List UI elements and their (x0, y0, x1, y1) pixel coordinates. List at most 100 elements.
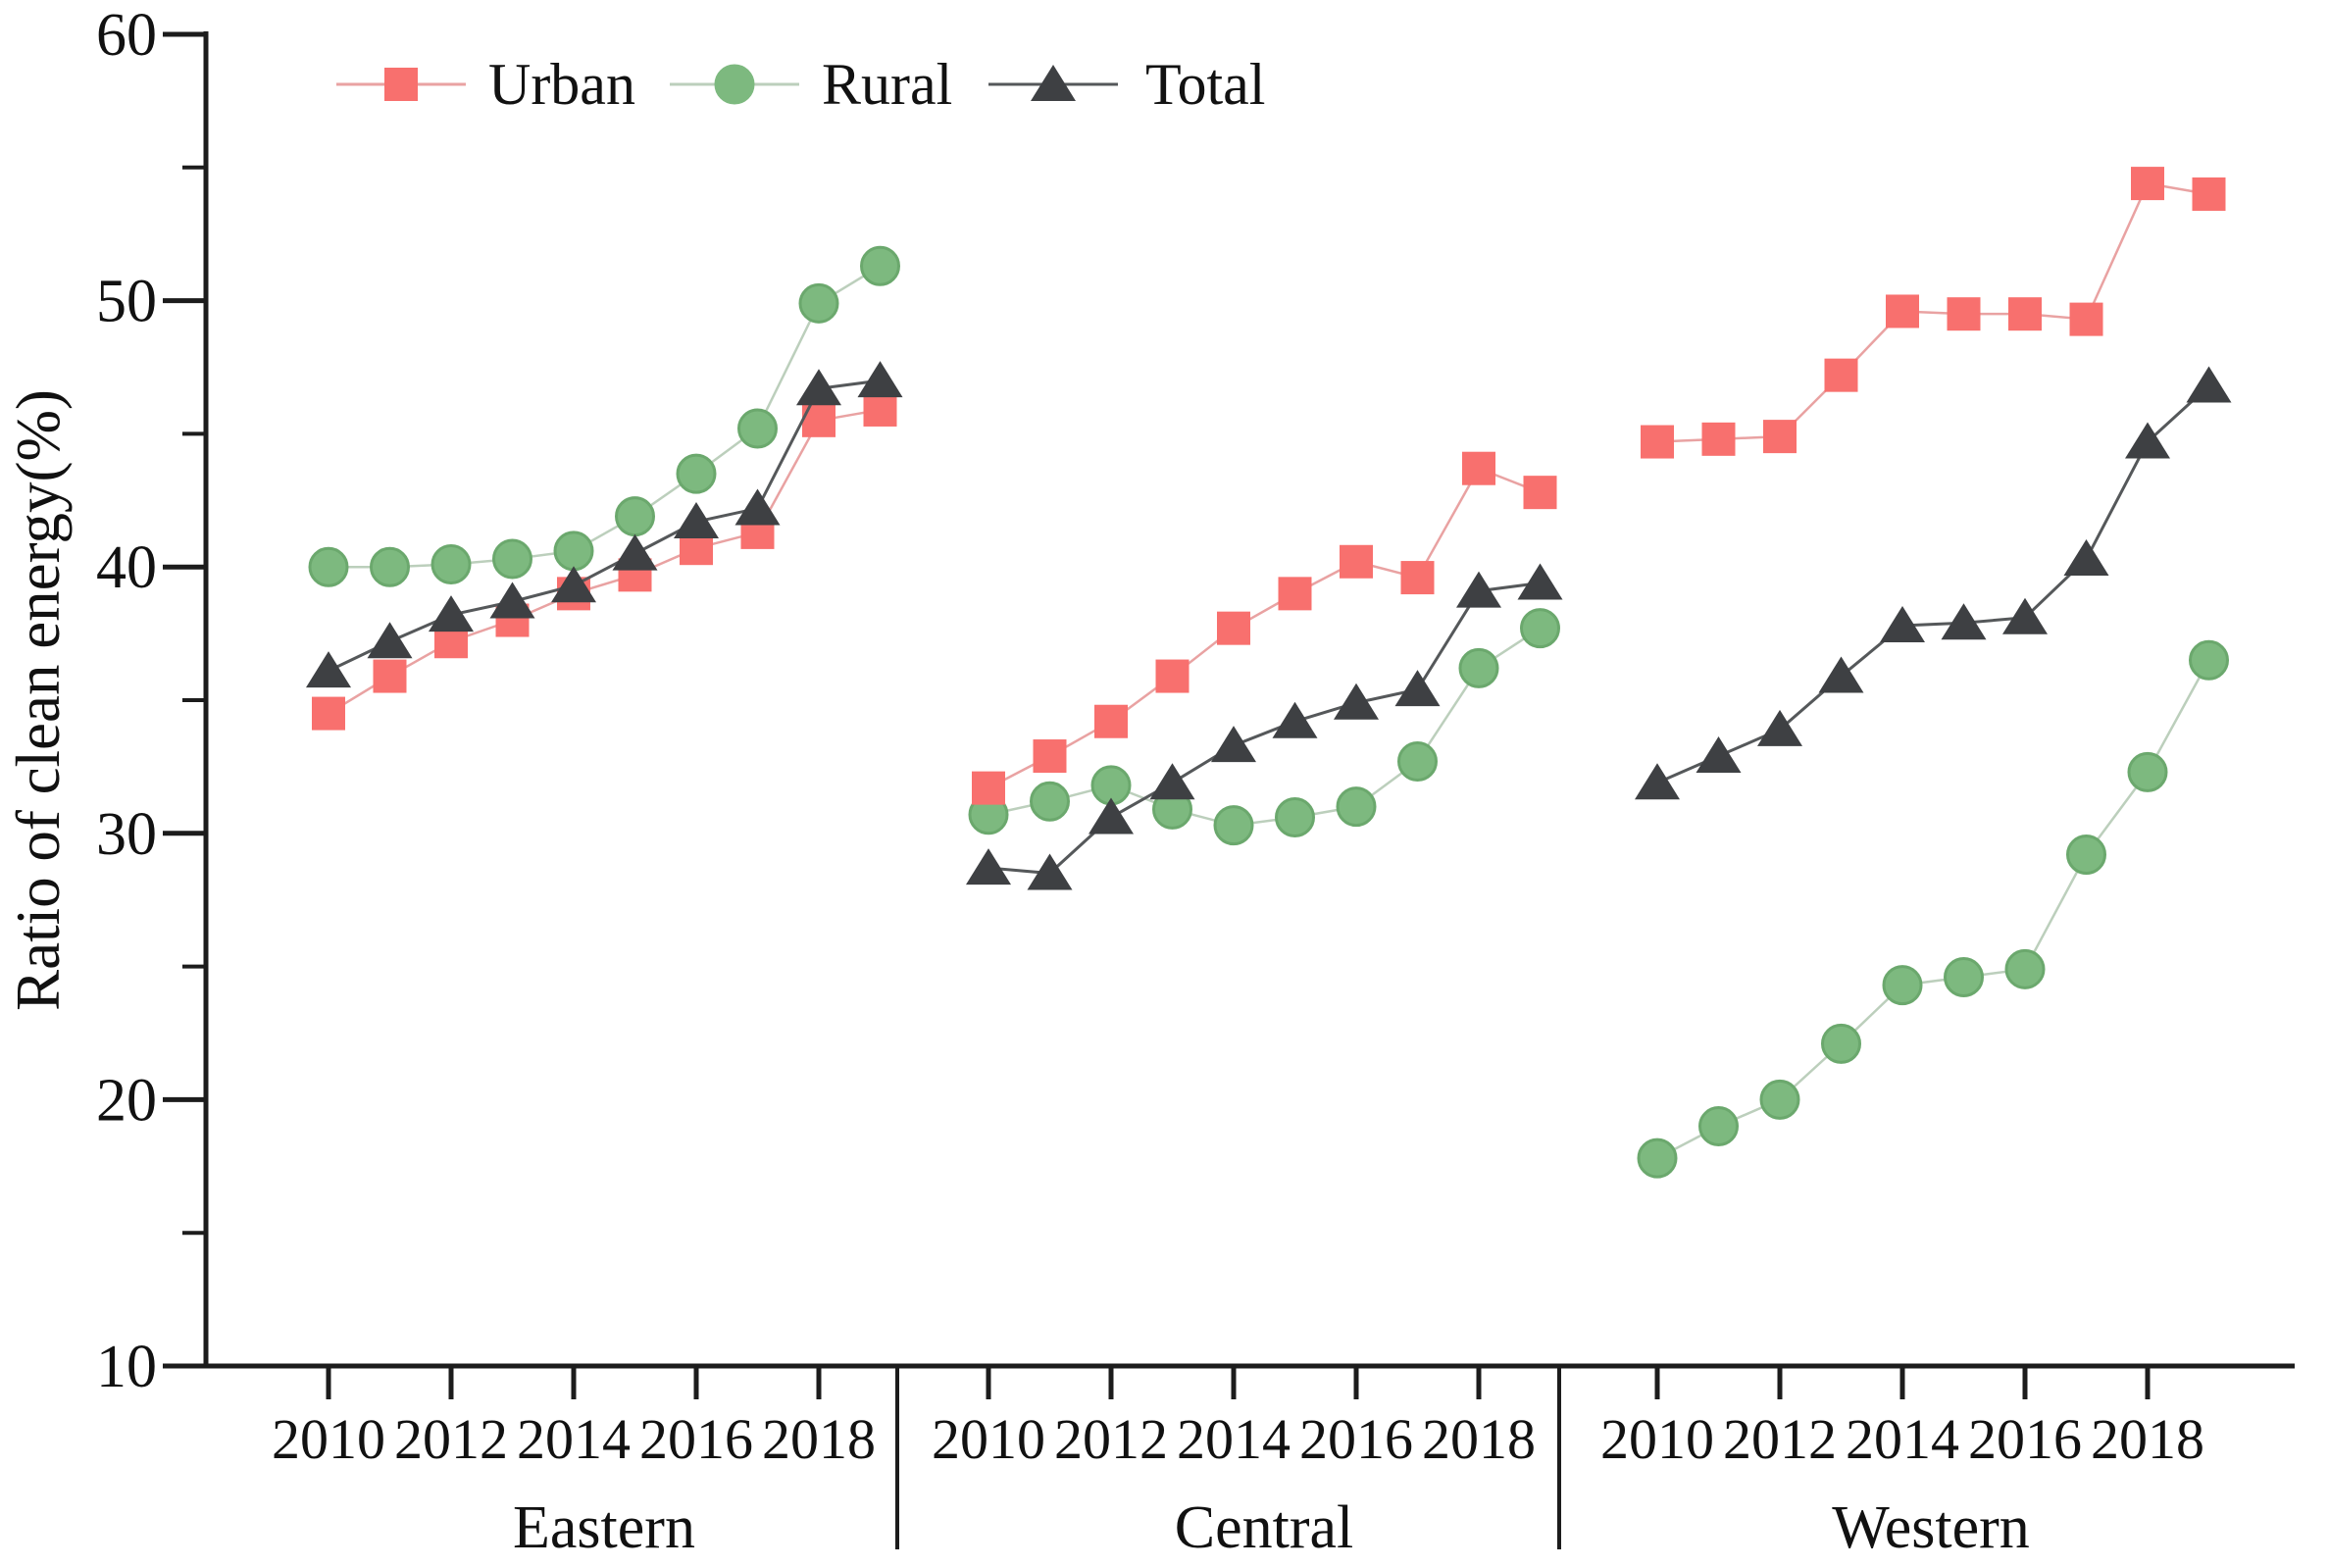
x-tick-label: 2018 (1422, 1407, 1536, 1471)
x-tick-label: 2014 (1177, 1407, 1291, 1471)
y-tick-label: 50 (96, 269, 157, 335)
western-total-point-2019 (2186, 366, 2232, 403)
central-total-point-2013 (1149, 763, 1195, 800)
eastern-urban-line (328, 408, 881, 715)
central-total-point-2017 (1394, 670, 1441, 707)
legend-label-urban: Urban (488, 52, 635, 117)
eastern-rural-point-2015 (615, 496, 655, 537)
central-urban-line (987, 467, 1541, 789)
central-total-point-2012 (1089, 797, 1134, 835)
central-urban-point-2016 (1340, 544, 1373, 579)
western-urban-point-2015 (1947, 297, 1981, 331)
western-rural-point-2015 (1944, 956, 1984, 997)
x-tick-label: 2018 (2091, 1407, 2204, 1471)
central-rural-point-2014 (1213, 805, 1254, 846)
western-rural-point-2010 (1637, 1138, 1678, 1179)
eastern-rural-point-2013 (492, 538, 532, 580)
eastern-total-point-2019 (857, 361, 903, 398)
western-rural-point-2014 (1882, 965, 1923, 1006)
eastern-rural-point-2010 (308, 546, 349, 587)
eastern-total-point-2014 (551, 566, 596, 603)
western-urban-point-2013 (1824, 358, 1858, 392)
eastern-rural-point-2012 (430, 543, 472, 584)
central-rural-point-2016 (1336, 786, 1377, 828)
central-total-point-2010 (966, 848, 1011, 885)
central-urban-point-2017 (1400, 561, 1435, 595)
eastern-total-point-2013 (489, 582, 535, 619)
y-tick-label: 20 (96, 1067, 157, 1134)
eastern-rural-point-2019 (860, 245, 900, 286)
legend-triangle-icon (1031, 65, 1076, 101)
western-rural-point-2012 (1759, 1079, 1800, 1120)
central-total-point-2016 (1334, 683, 1379, 720)
western-rural-point-2013 (1821, 1023, 1861, 1064)
central-urban-point-2014 (1217, 611, 1250, 645)
eastern-urban-point-2019 (863, 392, 897, 427)
western-total-line (1656, 384, 2210, 784)
western-total-point-2014 (1880, 605, 1925, 642)
western-urban-line (1656, 181, 2209, 443)
western-urban-point-2012 (1763, 420, 1797, 454)
eastern-total-point-2018 (796, 369, 841, 406)
central-urban-point-2012 (1094, 704, 1128, 738)
central-urban-point-2015 (1278, 577, 1312, 611)
y-axis-title: Ratio of clean energy(%) (4, 389, 73, 1011)
x-tick-label: 2016 (1299, 1407, 1413, 1471)
x-tick-label: 2012 (1054, 1407, 1168, 1471)
western-urban-point-2014 (1886, 294, 1919, 329)
central-urban-point-2019 (1523, 476, 1557, 510)
central-urban-point-2010 (972, 771, 1005, 805)
western-rural-line (1656, 659, 2210, 1160)
western-rural-point-2017 (2066, 835, 2106, 876)
western-total-point-2010 (1635, 763, 1680, 800)
western-total-point-2013 (1818, 656, 1864, 693)
central-rural-point-2015 (1275, 797, 1315, 838)
central-rural-line (987, 627, 1542, 827)
western-rural-point-2019 (2189, 639, 2229, 681)
central-rural-point-2017 (1397, 740, 1438, 782)
western-rural-point-2011 (1698, 1106, 1739, 1147)
eastern-rural-point-2017 (737, 408, 778, 449)
x-tick-label: 2010 (1600, 1407, 1714, 1471)
x-tick-label: 2016 (1968, 1407, 2082, 1471)
western-urban-point-2016 (2008, 297, 2042, 331)
central-total-point-2015 (1272, 701, 1318, 738)
eastern-total-point-2011 (367, 622, 413, 659)
western-total-point-2016 (2002, 597, 2048, 634)
western-total-point-2012 (1757, 709, 1802, 746)
central-total-point-2018 (1456, 571, 1501, 608)
eastern-total-point-2010 (306, 651, 351, 688)
eastern-rural-point-2018 (798, 282, 839, 324)
western-rural-point-2018 (2127, 751, 2168, 792)
western-urban-point-2018 (2131, 167, 2164, 201)
eastern-total-point-2015 (612, 533, 658, 571)
central-total-point-2011 (1027, 853, 1073, 890)
x-tick-label: 2016 (639, 1407, 753, 1471)
western-urban-point-2010 (1641, 425, 1674, 459)
central-total-point-2019 (1517, 563, 1563, 600)
legend-square-icon (384, 68, 418, 101)
central-rural-point-2018 (1458, 647, 1499, 688)
eastern-total-line (328, 379, 881, 673)
eastern-total-point-2017 (734, 488, 781, 526)
legend-circle-icon (714, 64, 755, 105)
eastern-total-point-2012 (429, 595, 474, 632)
panel-label-western: Western (1832, 1494, 2030, 1561)
western-rural-point-2016 (2004, 948, 2046, 989)
eastern-rural-line (329, 265, 882, 569)
x-tick-label: 2012 (1723, 1407, 1837, 1471)
central-rural-point-2011 (1030, 781, 1070, 822)
eastern-rural-point-2011 (370, 546, 410, 587)
legend-label-total: Total (1145, 52, 1265, 117)
y-tick-label: 40 (96, 534, 157, 601)
y-tick-label: 30 (96, 801, 157, 868)
western-urban-point-2019 (2192, 177, 2226, 211)
central-urban-point-2013 (1155, 659, 1190, 693)
legend-label-rural: Rural (822, 52, 952, 117)
eastern-total-point-2016 (674, 502, 719, 539)
x-tick-label: 2010 (272, 1407, 385, 1471)
x-tick-label: 2018 (762, 1407, 876, 1471)
central-rural-point-2019 (1520, 608, 1560, 649)
